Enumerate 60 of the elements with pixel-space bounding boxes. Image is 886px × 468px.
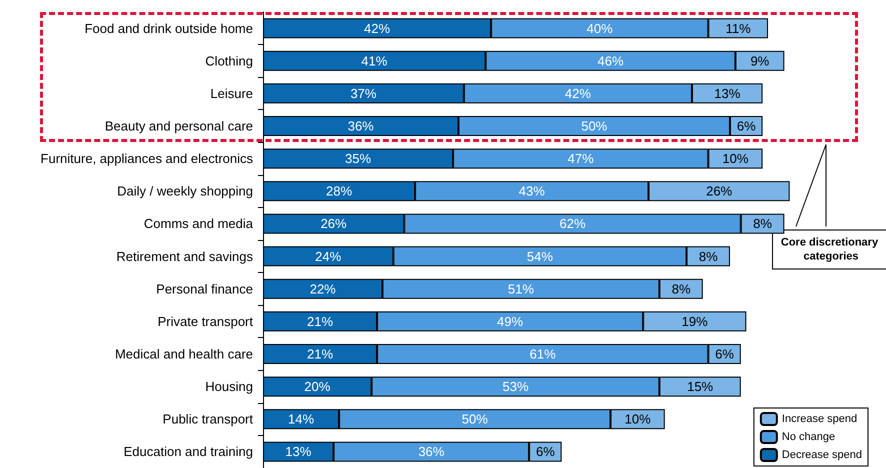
data-label: 40% <box>586 20 614 36</box>
data-label: 22% <box>310 281 336 296</box>
data-label: 41% <box>361 53 388 68</box>
legend-label: Decrease spend <box>782 449 862 461</box>
data-label: 36% <box>348 118 374 134</box>
data-label: 8% <box>753 216 772 232</box>
y-tick-label: Comms and media <box>144 216 254 232</box>
data-label: 13% <box>285 444 312 460</box>
data-label: 8% <box>672 281 691 296</box>
data-label: 51% <box>508 281 534 296</box>
legend-label: No change <box>782 431 836 443</box>
data-label: 20% <box>304 379 331 394</box>
data-label: 15% <box>687 379 714 394</box>
y-tick-label: Housing <box>205 379 253 394</box>
y-tick-label: Food and drink outside home <box>84 20 253 36</box>
y-tick-label: Education and training <box>124 444 253 460</box>
data-label: 6% <box>736 118 756 134</box>
data-label: 35% <box>345 151 372 166</box>
y-tick-label: Private transport <box>158 314 254 329</box>
data-label: 46% <box>598 53 624 68</box>
data-label: 21% <box>307 346 334 362</box>
y-tick-label: Public transport <box>162 412 254 427</box>
data-label: 13% <box>714 86 741 101</box>
data-label: 61% <box>530 346 556 362</box>
data-label: 6% <box>715 346 734 362</box>
legend-label: Increase spend <box>782 413 858 425</box>
data-label: 19% <box>682 314 708 329</box>
y-tick-label: Leisure <box>210 86 253 101</box>
data-label: 28% <box>326 184 352 199</box>
data-label: 53% <box>502 379 529 394</box>
data-label: 43% <box>518 184 546 199</box>
data-label: 49% <box>497 314 524 329</box>
data-label: 50% <box>581 118 608 134</box>
data-label: 62% <box>559 216 586 232</box>
y-tick-label: Retirement and savings <box>116 248 254 264</box>
data-label: 54% <box>526 248 554 264</box>
data-label: 50% <box>462 412 488 427</box>
data-label: 6% <box>536 444 556 460</box>
data-label: 37% <box>350 86 377 101</box>
data-label: 42% <box>364 20 390 36</box>
data-label: 26% <box>320 216 348 232</box>
data-label: 8% <box>698 248 718 264</box>
data-label: 42% <box>564 86 592 101</box>
y-tick-label: Beauty and personal care <box>104 118 253 134</box>
data-label: 10% <box>722 151 749 166</box>
data-label: 47% <box>568 151 594 166</box>
y-tick-label: Furniture, appliances and electronics <box>40 151 254 166</box>
data-label: 10% <box>624 412 652 427</box>
y-tick-label: Medical and health care <box>114 346 253 362</box>
data-label: 14% <box>288 412 314 427</box>
data-label: 9% <box>750 53 770 68</box>
data-label: 24% <box>315 248 342 264</box>
data-label: 11% <box>726 20 752 36</box>
data-label: 26% <box>706 184 733 199</box>
y-tick-label: Daily / weekly shopping <box>117 184 253 199</box>
y-tick-label: Clothing <box>205 53 253 68</box>
annotation: Core discretionary categories <box>780 236 882 262</box>
data-label: 21% <box>307 314 334 329</box>
data-label: 36% <box>418 444 445 460</box>
y-tick-label: Personal finance <box>156 281 253 296</box>
